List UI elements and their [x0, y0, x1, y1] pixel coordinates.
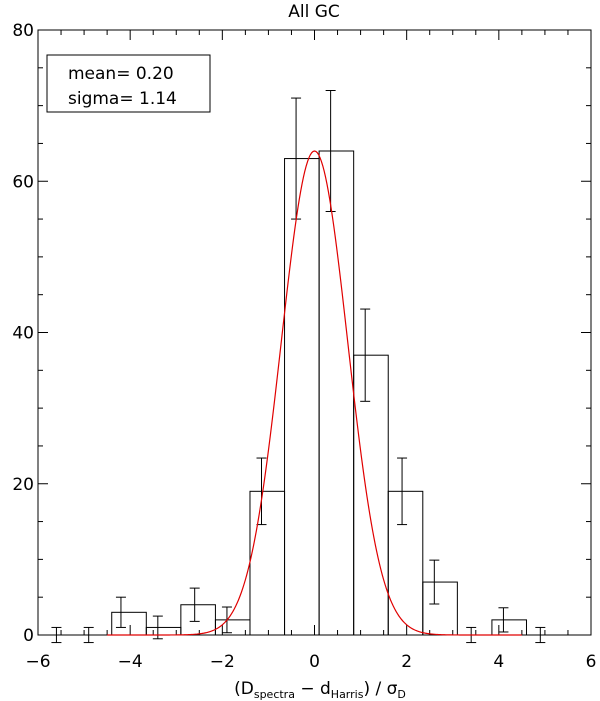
stats-annotation: mean= 0.20 sigma= 1.14 [46, 54, 211, 113]
histogram-bar [318, 150, 355, 636]
y-tick-label: 0 [23, 626, 34, 646]
x-tick-label: −2 [210, 652, 235, 672]
x-tick-label: −6 [25, 652, 50, 672]
stats-box [46, 54, 211, 113]
x-axis-label-middle: − d [295, 679, 331, 699]
x-tick-label: 2 [401, 652, 412, 672]
histogram-bar [422, 581, 458, 636]
x-axis-label: (Dspectra − dHarris) / σD [234, 679, 406, 701]
gaussian-fit-curve [107, 150, 522, 636]
histogram-bar [249, 490, 286, 636]
plot-frame [37, 29, 592, 636]
histogram-bar [180, 604, 216, 636]
y-tick-label: 40 [12, 324, 34, 344]
x-axis-label-suffix: ) / σ [363, 679, 397, 699]
y-tick-label: 80 [12, 21, 34, 41]
x-axis-label-sub1: spectra [254, 688, 295, 701]
histogram-bar [353, 354, 389, 636]
x-axis-label-prefix: (D [234, 679, 254, 699]
chart-title: All GC [288, 2, 340, 22]
x-tick-label: 4 [493, 652, 504, 672]
y-tick-label: 20 [12, 475, 34, 495]
histogram-bar [214, 619, 251, 636]
histogram-bar [387, 490, 424, 636]
x-tick-label: −4 [118, 652, 143, 672]
x-axis-label-sub3: D [397, 688, 405, 701]
histogram-bar [284, 158, 320, 636]
histogram-bar [145, 626, 182, 636]
x-tick-label: 0 [309, 652, 320, 672]
x-tick-label: 6 [586, 652, 597, 672]
stats-mean: mean= 0.20 [68, 64, 174, 84]
histogram-bar [491, 619, 527, 636]
x-axis-label-sub2: Harris [331, 688, 364, 701]
stats-sigma: sigma= 1.14 [68, 89, 177, 109]
histogram-bar [111, 611, 147, 636]
y-tick-label: 60 [12, 172, 34, 192]
